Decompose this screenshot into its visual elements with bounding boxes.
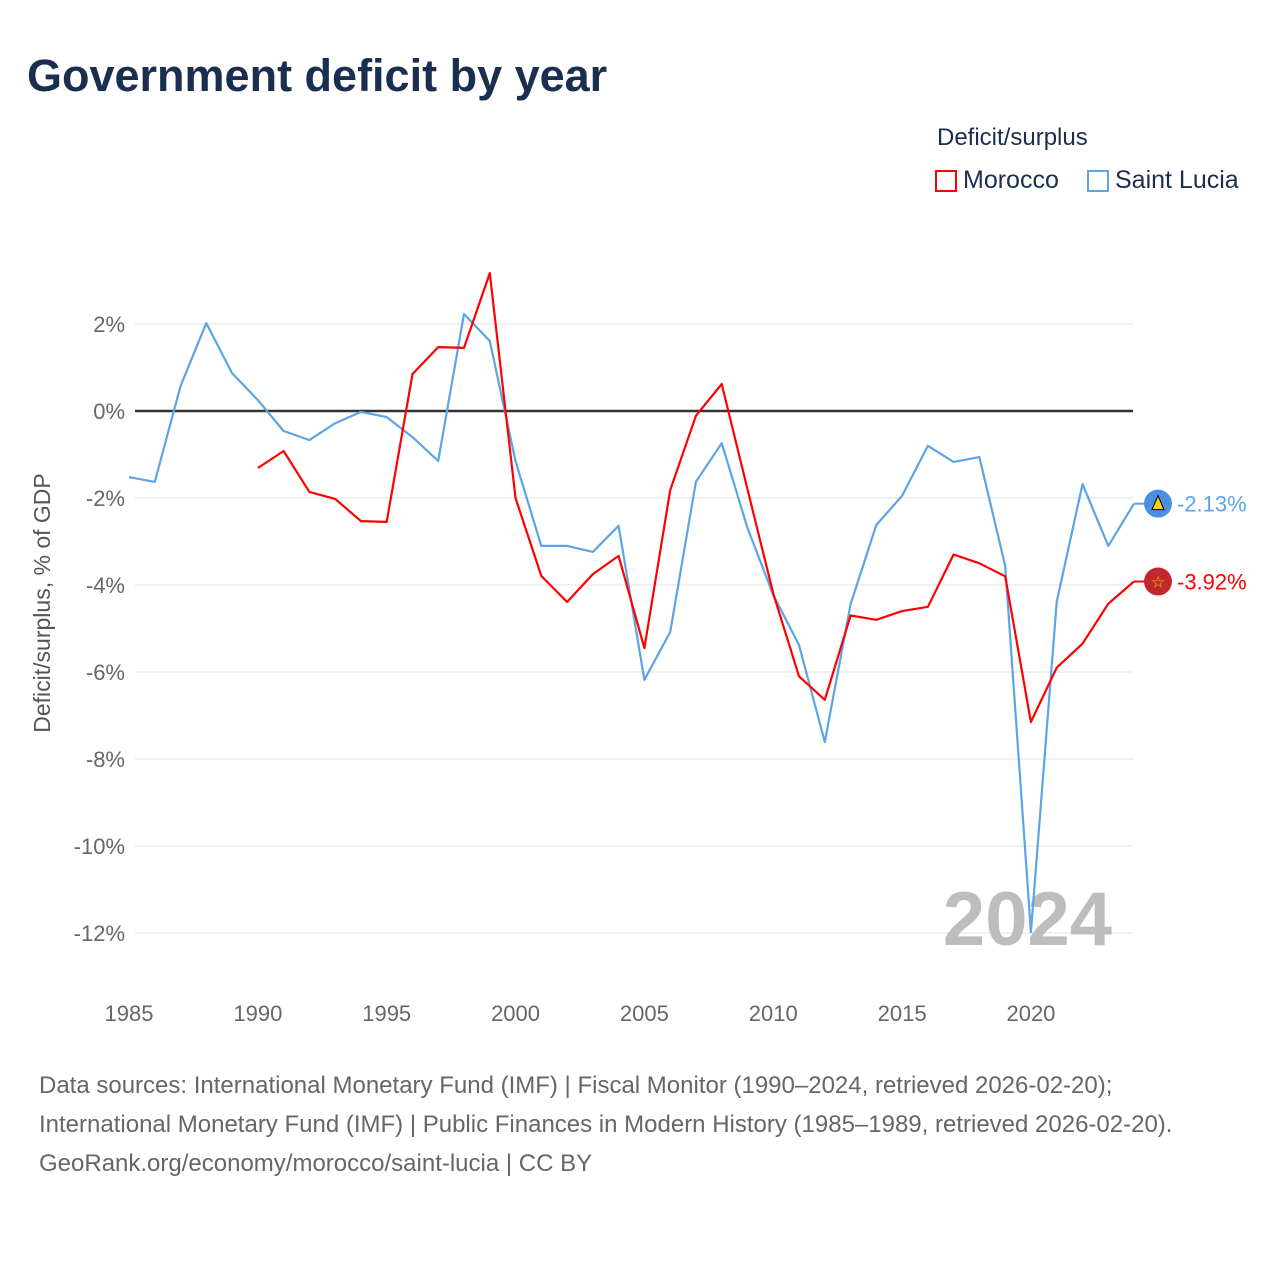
x-tick-label: 1990 <box>233 1001 282 1026</box>
y-tick-label: -2% <box>86 486 125 511</box>
x-tick-label: 1985 <box>105 1001 154 1026</box>
y-tick-label: 0% <box>93 399 125 424</box>
footer: Data sources: International Monetary Fun… <box>39 1066 1239 1183</box>
line-chart: 2% 0% -2% -4% -6% -8% -10% -12% 1985 1990 1995 2000… <box>29 272 1247 1026</box>
y-tick-label: -4% <box>86 573 125 598</box>
series-line-saint-lucia[interactable] <box>128 312 1135 934</box>
legend-swatch-saint-lucia <box>1087 169 1109 192</box>
y-tick-label: -8% <box>86 747 125 772</box>
data-sources: Data sources: International Monetary Fun… <box>39 1072 1173 1138</box>
legend-label: Saint Lucia <box>1115 166 1239 194</box>
y-tick-label: -6% <box>86 660 125 685</box>
y-tick-label: 2% <box>93 312 125 337</box>
svg-text:☆: ☆ <box>1151 575 1165 592</box>
chart-title: Government deficit by year <box>27 50 608 101</box>
x-tick-label: 2005 <box>620 1001 669 1026</box>
flag-icon-morocco: ☆ <box>1144 567 1172 596</box>
y-axis-label: Deficit/surplus, % of GDP <box>29 473 55 732</box>
series-line-morocco[interactable] <box>257 272 1135 724</box>
x-tick-label: 1995 <box>362 1001 411 1026</box>
end-value-label-saint-lucia: -2.13% <box>1177 492 1247 517</box>
flag-icon-saint-lucia <box>1144 489 1172 518</box>
legend-title: Deficit/surplus <box>937 124 1088 151</box>
x-tick-label: 2000 <box>491 1001 540 1026</box>
legend-item-morocco[interactable]: Morocco <box>935 166 1059 195</box>
legend-item-saint-lucia[interactable]: Saint Lucia <box>1087 166 1239 195</box>
x-tick-label: 2020 <box>1006 1001 1055 1026</box>
legend-label: Morocco <box>963 166 1059 194</box>
y-tick-label: -12% <box>74 921 125 946</box>
credit-link[interactable]: GeoRank.org/economy/morocco/saint-lucia … <box>39 1150 593 1177</box>
legend-swatch-morocco <box>935 169 957 192</box>
x-tick-label: 2010 <box>749 1001 798 1026</box>
y-tick-label: -10% <box>74 834 125 859</box>
end-value-label-morocco: -3.92% <box>1177 570 1247 595</box>
x-tick-label: 2015 <box>878 1001 927 1026</box>
